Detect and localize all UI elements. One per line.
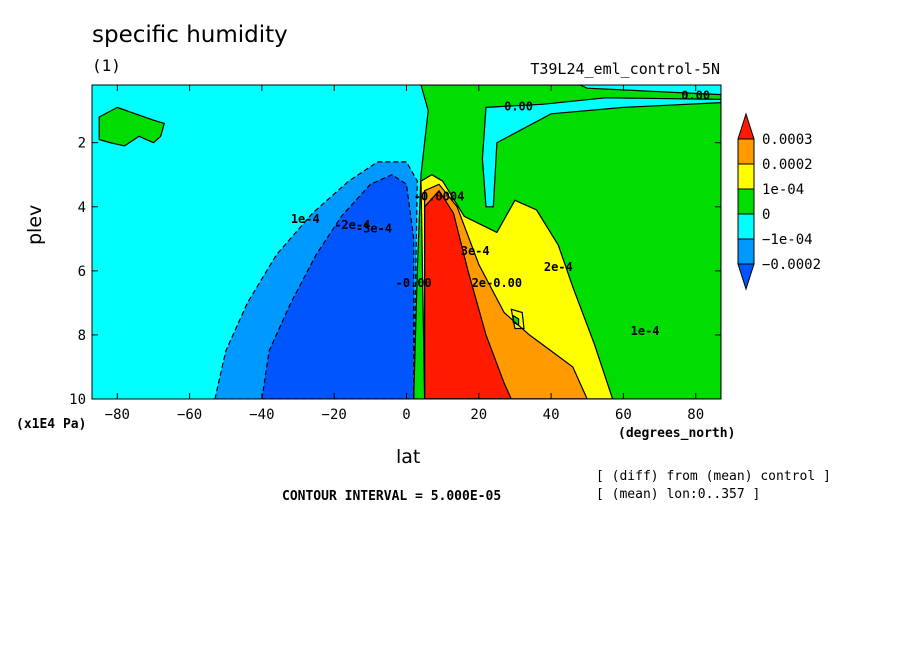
contour-label-0: 0.00 (504, 100, 533, 114)
y-axis: 2 4 6 8 10 (69, 136, 721, 408)
contour-line-2 (481, 97, 721, 208)
contour-line-layer (98, 85, 721, 399)
x-tick-label-60: 60 (615, 407, 632, 423)
y-tick-label-2: 2 (78, 136, 86, 152)
diff-note: [ (diff) from (mean) control ] (596, 469, 831, 484)
contour-label-7: 2e-4 (544, 260, 573, 274)
contour-label-6: -0.00 (396, 276, 432, 290)
colorbar-bin-0 (737, 112, 755, 140)
x-tick-label--80: −80 (105, 407, 130, 423)
colorbar-bin-6 (737, 263, 755, 291)
mean-note: [ (mean) lon:0..357 ] (596, 487, 761, 502)
x-axis-label: lat (396, 446, 421, 468)
y-tick-label-10: 10 (69, 392, 86, 408)
colorbar-label-0: 0.0003 (762, 132, 813, 148)
x-tick-label-0: 0 (402, 407, 410, 423)
contour-label-3: -2e-4 (334, 218, 370, 232)
x-tick-label--20: −20 (322, 407, 347, 423)
colorbar-bin-3 (737, 188, 755, 215)
contour-line-10 (512, 314, 520, 327)
y-tick-label-6: 6 (78, 264, 86, 280)
chart-subtitle: (1) (92, 56, 121, 75)
x-tick-label-20: 20 (470, 407, 487, 423)
x-axis-units: (degrees_north) (618, 426, 736, 441)
colorbar-bin-4 (737, 213, 755, 240)
contour-fill-layer (92, 85, 721, 399)
y-tick-label-4: 4 (78, 200, 86, 216)
chart-title: specific humidity (92, 22, 288, 48)
x-tick-label-40: 40 (543, 407, 560, 423)
colorbar-label-2: 1e-04 (762, 182, 804, 198)
x-tick-label--40: −40 (249, 407, 274, 423)
contour-line-4 (214, 161, 418, 399)
contour-line-5 (261, 174, 415, 399)
colorbar-bin-5 (737, 238, 755, 265)
contour-line-8 (424, 189, 512, 399)
colorbar-label-5: −0.0002 (762, 257, 821, 273)
x-axis: −80 −60 −40 −20 0 20 40 60 80 (105, 85, 704, 423)
x-tick-label-80: 80 (687, 407, 704, 423)
run-name: T39L24_eml_control-5N (530, 60, 720, 78)
contour-region-2 (482, 97, 721, 207)
colorbar: 0.0003 0.0002 1e-04 0 −1e-04 −0.0002 (737, 112, 821, 291)
contour-label-4: -3e-4 (356, 221, 392, 235)
colorbar-label-3: 0 (762, 207, 770, 223)
contour-interval: CONTOUR INTERVAL = 5.000E-05 (282, 489, 502, 504)
contour-label-1: 0.00 (681, 88, 710, 102)
colorbar-bin-2 (737, 163, 755, 190)
contour-label-8: 1e-4 (631, 324, 660, 338)
colorbar-label-4: −1e-04 (762, 232, 813, 248)
contour-label-5: -0.0004 (414, 189, 465, 203)
contour-region-5 (261, 174, 414, 399)
colorbar-label-1: 0.0002 (762, 157, 813, 173)
contour-line-6 (420, 174, 614, 399)
contour-region-3 (99, 107, 165, 146)
contour-label-2: 1e-4 (291, 212, 320, 226)
y-axis-units: (x1E4 Pa) (16, 417, 87, 432)
x-tick-label--60: −60 (177, 407, 202, 423)
contour-line-7 (424, 183, 588, 399)
contour-line-3 (98, 106, 166, 147)
contour-line-1 (413, 85, 721, 399)
contour-label-10: 2e-0.00 (472, 276, 523, 290)
contour-label-9: 3e-4 (461, 244, 490, 258)
colorbar-bin-1 (737, 138, 755, 165)
y-tick-label-8: 8 (78, 328, 86, 344)
contour-label-layer: 0.00 0.00 1e-4 -2e-4-3e-4 -0.0004 -0.00 2e-4 1e… (291, 88, 710, 338)
contour-region-8 (424, 190, 512, 399)
